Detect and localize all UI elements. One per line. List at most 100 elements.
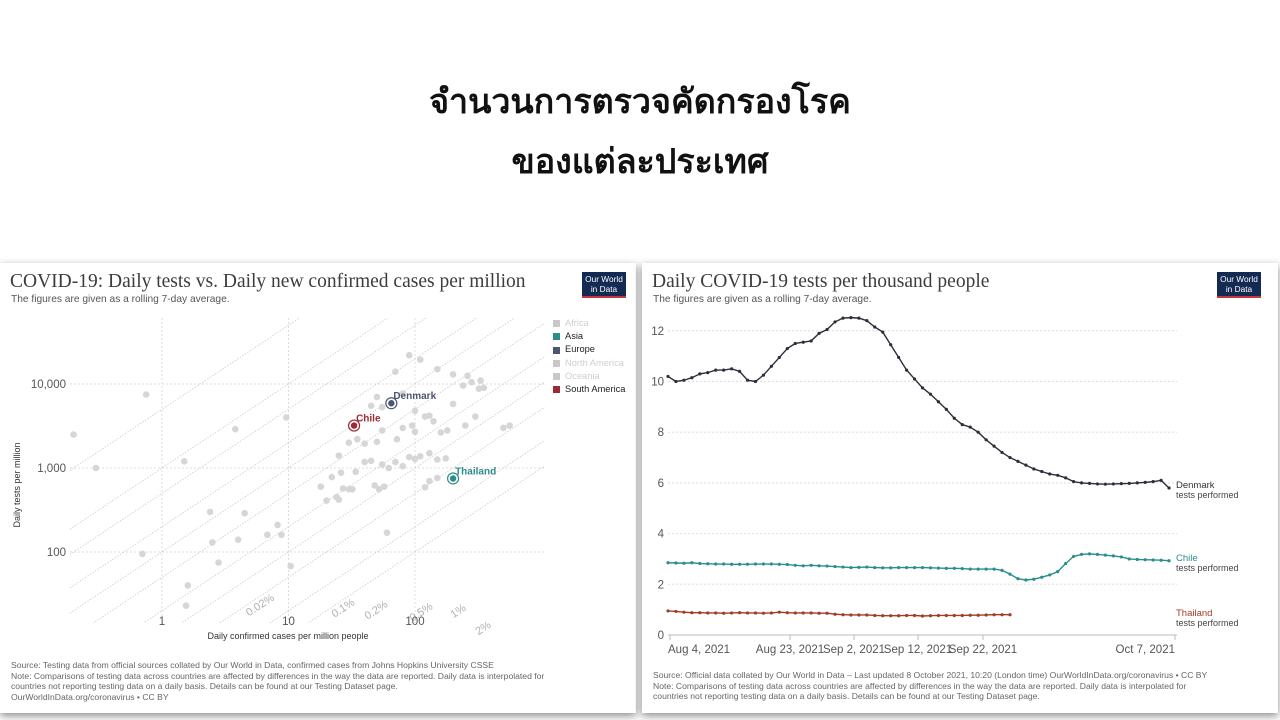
scatter-point[interactable] bbox=[437, 429, 445, 436]
scatter-point[interactable] bbox=[426, 412, 433, 419]
scatter-point[interactable] bbox=[433, 474, 441, 482]
scatter-point[interactable] bbox=[383, 529, 391, 536]
scatter-point[interactable] bbox=[399, 390, 407, 397]
scatter-point[interactable] bbox=[464, 372, 471, 380]
scatter-point[interactable] bbox=[393, 435, 401, 443]
scatter-point[interactable] bbox=[426, 477, 433, 485]
note-line1: Note: Comparisons of testing data across… bbox=[653, 680, 1187, 691]
scatter-point[interactable] bbox=[480, 384, 488, 392]
scatter-point[interactable] bbox=[371, 482, 378, 489]
scatter-point[interactable] bbox=[385, 464, 393, 472]
scatter-point[interactable] bbox=[215, 559, 222, 566]
scatter-point[interactable] bbox=[373, 438, 381, 446]
series-denmark[interactable] bbox=[666, 316, 1171, 490]
scatter-point[interactable] bbox=[335, 452, 343, 460]
license-link[interactable]: OurWorldInData.org/coronavirus • CC BY bbox=[11, 691, 169, 702]
series-thailand[interactable] bbox=[666, 609, 1012, 618]
scatter-point[interactable] bbox=[411, 407, 419, 415]
scatter-point[interactable] bbox=[459, 382, 467, 389]
scatter-point[interactable] bbox=[367, 457, 375, 465]
scatter-point[interactable] bbox=[349, 485, 356, 493]
scatter-point[interactable] bbox=[287, 562, 294, 570]
scatter-point[interactable] bbox=[209, 539, 216, 546]
legend-item-europe[interactable]: Europe bbox=[553, 343, 625, 356]
scatter-point[interactable] bbox=[180, 458, 188, 465]
scatter-point[interactable] bbox=[361, 440, 368, 447]
scatter-point[interactable] bbox=[335, 496, 343, 503]
scatter-point[interactable] bbox=[234, 536, 242, 544]
scatter-point[interactable] bbox=[433, 456, 441, 463]
scatter-point[interactable] bbox=[282, 414, 290, 421]
scatter-point[interactable] bbox=[449, 400, 457, 408]
scatter-point[interactable] bbox=[378, 461, 386, 468]
scatter-point[interactable] bbox=[354, 435, 361, 443]
scatter-point[interactable] bbox=[399, 424, 407, 432]
scatter-point[interactable] bbox=[392, 368, 399, 376]
highlight-denmark[interactable]: Denmark bbox=[385, 391, 437, 410]
scatter-point[interactable] bbox=[392, 458, 399, 466]
scatter-point[interactable] bbox=[416, 452, 424, 460]
scatter-point[interactable] bbox=[206, 508, 214, 516]
scatter-point[interactable] bbox=[339, 485, 347, 492]
scatter-point[interactable] bbox=[345, 439, 353, 447]
scatter-point[interactable] bbox=[337, 469, 345, 476]
legend-item-south-america[interactable]: South America bbox=[553, 383, 625, 396]
scatter-point[interactable] bbox=[477, 377, 484, 384]
scatter-point[interactable] bbox=[411, 455, 419, 463]
scatter-point[interactable] bbox=[416, 356, 424, 363]
scatter-point[interactable] bbox=[378, 427, 386, 434]
scatter-point[interactable] bbox=[361, 458, 368, 466]
scatter-point[interactable] bbox=[506, 422, 513, 429]
owid-logo[interactable]: Our World in Data bbox=[1217, 272, 1261, 298]
scatter-point[interactable] bbox=[500, 424, 507, 432]
scatter-point[interactable] bbox=[184, 582, 192, 589]
scatter-plot: 0.02%0.1%0.2%0.5%1%2%5%10%20%50%Positive… bbox=[12, 318, 545, 653]
scatter-point[interactable] bbox=[421, 483, 429, 491]
scatter-point[interactable] bbox=[317, 483, 325, 490]
legend-item-oceania[interactable]: Oceania bbox=[553, 370, 625, 383]
owid-logo[interactable]: Our World in Data bbox=[582, 272, 626, 298]
legend-item-africa[interactable]: Africa bbox=[553, 317, 625, 330]
scatter-point[interactable] bbox=[433, 365, 441, 373]
scatter-point[interactable] bbox=[472, 413, 479, 420]
highlight-thailand[interactable]: Thailand bbox=[446, 466, 497, 485]
scatter-point[interactable] bbox=[430, 417, 437, 425]
scatter-point[interactable] bbox=[443, 427, 451, 434]
scatter-point[interactable] bbox=[70, 431, 77, 438]
scatter-point[interactable] bbox=[352, 468, 360, 476]
scatter-point[interactable] bbox=[232, 425, 239, 433]
scatter-point[interactable] bbox=[405, 351, 413, 359]
scatter-point[interactable] bbox=[411, 428, 419, 436]
scatter-point[interactable] bbox=[274, 521, 281, 529]
source-note[interactable]: Source: Official data collated by Our Wo… bbox=[653, 670, 1208, 680]
scatter-point[interactable] bbox=[323, 497, 330, 504]
scatter-point[interactable] bbox=[182, 602, 190, 609]
scatter-point[interactable] bbox=[399, 462, 407, 470]
scatter-point[interactable] bbox=[475, 385, 483, 392]
legend-swatch bbox=[553, 386, 560, 394]
scatter-point[interactable] bbox=[241, 509, 248, 517]
scatter-point[interactable] bbox=[449, 371, 457, 378]
scatter-point[interactable] bbox=[442, 455, 450, 462]
scatter-point[interactable] bbox=[367, 402, 375, 410]
legend-item-asia[interactable]: Asia bbox=[553, 330, 625, 343]
scatter-point[interactable] bbox=[378, 403, 386, 411]
legend-item-north-america[interactable]: North America bbox=[553, 357, 625, 370]
scatter-point[interactable] bbox=[426, 449, 433, 457]
scatter-point[interactable] bbox=[328, 473, 336, 481]
scatter-point[interactable] bbox=[92, 464, 100, 472]
series-chile[interactable] bbox=[666, 552, 1171, 582]
scatter-point[interactable] bbox=[462, 422, 469, 429]
scatter-point[interactable] bbox=[264, 531, 271, 539]
scatter-point[interactable] bbox=[408, 422, 416, 429]
background-points bbox=[70, 351, 513, 609]
scatter-point[interactable] bbox=[373, 393, 381, 401]
scatter-point[interactable] bbox=[139, 550, 146, 558]
scatter-point[interactable] bbox=[375, 485, 383, 493]
scatter-point[interactable] bbox=[142, 391, 150, 398]
scatter-point[interactable] bbox=[405, 453, 413, 461]
scatter-point[interactable] bbox=[380, 483, 388, 490]
highlight-chile[interactable]: Chile bbox=[347, 414, 381, 432]
scatter-point[interactable] bbox=[278, 531, 285, 539]
scatter-point[interactable] bbox=[468, 378, 475, 386]
